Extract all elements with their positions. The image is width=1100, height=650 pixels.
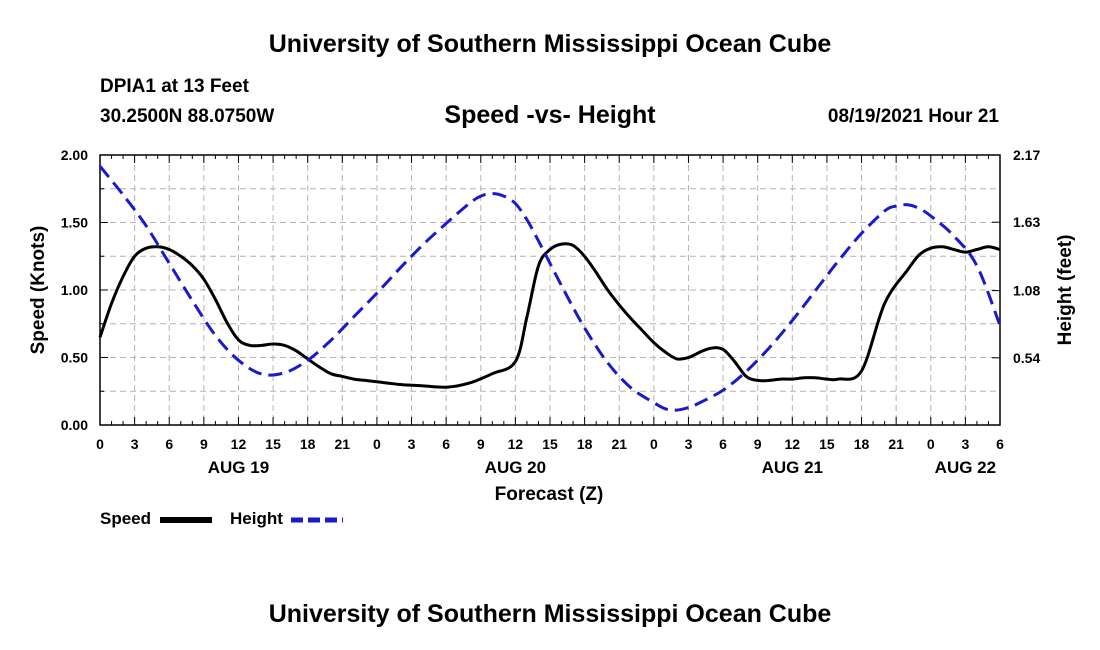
date-label: AUG 20 [485,458,546,477]
forecast-datetime: 08/19/2021 Hour 21 [827,106,999,127]
x-tick-label: 21 [335,436,351,452]
x-tick-label: 0 [927,436,935,452]
header-title: University of Southern Mississippi Ocean… [268,30,832,58]
series-layer [98,165,1002,412]
x-tick-label: 12 [785,436,801,452]
x-tick-label: 6 [442,436,450,452]
x-axis-label: Forecast (Z) [495,484,604,505]
y-tick-label: 2.00 [61,147,88,163]
x-tick-label: 9 [477,436,485,452]
x-tick-label: 18 [854,436,870,452]
station-coordinates: 30.2500N 88.0750W [100,106,275,127]
x-tick-label: 3 [131,436,139,452]
legend-height-label: Height [230,509,283,528]
speed-series-line [98,242,1001,389]
station-label: DPIA1 at 13 Feet [100,76,249,97]
x-tick-label: 6 [165,436,173,452]
x-tick-label: 15 [819,436,835,452]
y-tick-label: 1.50 [61,215,88,231]
y2-tick-label: 1.63 [1013,214,1040,230]
x-tick-label: 6 [719,436,727,452]
y2-axis-label: Height (feet) [1055,235,1076,346]
chart-title: Speed -vs- Height [444,101,656,129]
x-tick-label: 15 [265,436,281,452]
y2-tick-label: 2.17 [1013,147,1040,163]
y2-tick-label: 0.54 [1013,350,1040,366]
x-tick-label: 0 [650,436,658,452]
axis-layer [99,154,1001,426]
x-tick-label: 9 [754,436,762,452]
y-tick-label: 1.00 [61,282,88,298]
x-tick-label: 21 [888,436,904,452]
x-tick-label: 3 [961,436,969,452]
x-tick-label: 18 [577,436,593,452]
x-tick-label: 0 [373,436,381,452]
footer-title: University of Southern Mississippi Ocean… [268,600,832,628]
date-label: AUG 21 [762,458,823,477]
date-label: AUG 19 [208,458,269,477]
label-layer: 0 3 6 9 12 15 18 21 0 3 6 9 12 15 18 21 0 3 6 9 12 15 18 21 0 3 6A… [61,147,1041,477]
x-tick-label: 3 [685,436,693,452]
height-series-line [98,165,1002,412]
y-axis-label: Speed (Knots) [28,226,49,355]
legend-speed-label: Speed [100,509,152,528]
x-tick-label: 15 [542,436,558,452]
x-tick-label: 6 [996,436,1004,452]
y2-tick-label: 1.08 [1013,283,1040,299]
x-tick-label: 12 [508,436,524,452]
grid-layer [100,155,1000,425]
y-tick-label: 0.00 [61,417,88,433]
x-tick-label: 3 [408,436,416,452]
x-tick-label: 21 [611,436,627,452]
x-tick-label: 12 [231,436,247,452]
x-tick-label: 9 [200,436,208,452]
date-label: AUG 22 [935,458,996,477]
x-tick-label: 0 [96,436,104,452]
x-tick-label: 18 [300,436,316,452]
y-tick-label: 0.50 [61,350,88,366]
